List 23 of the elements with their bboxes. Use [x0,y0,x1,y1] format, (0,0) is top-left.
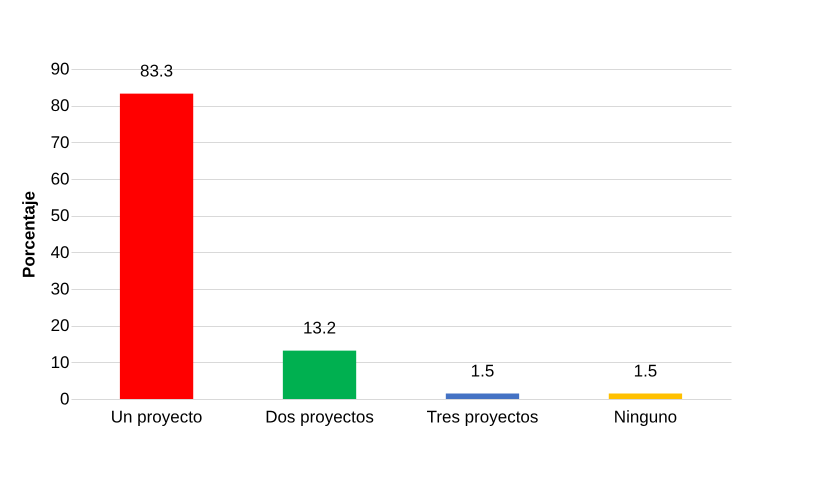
data-label: 83.3 [140,62,174,81]
y-tick-label: 20 [50,316,70,336]
y-tick-label: 90 [50,60,70,78]
x-tick-label: Ninguno [614,408,678,426]
bar [608,394,682,399]
bar [282,350,356,399]
data-label: 1.5 [470,362,494,380]
y-tick-label: 40 [50,242,70,262]
y-tick-label: 0 [60,390,70,408]
y-tick-label: 30 [50,280,70,298]
y-axis-title: Porcentaje [20,191,39,278]
y-tick-label: 60 [50,170,70,188]
y-tick-label: 70 [50,132,70,152]
x-tick-label: Dos proyectos [265,408,374,426]
y-tick-label: 50 [50,206,70,226]
x-tick-label: Tres proyectos [426,408,538,426]
y-tick-label: 80 [50,96,70,116]
x-tick-label: Un proyecto [110,408,202,426]
bar [446,394,520,399]
data-label: 13.2 [302,318,336,338]
y-tick-label: 10 [50,352,70,372]
bar [120,94,194,399]
data-label: 1.5 [634,362,658,380]
